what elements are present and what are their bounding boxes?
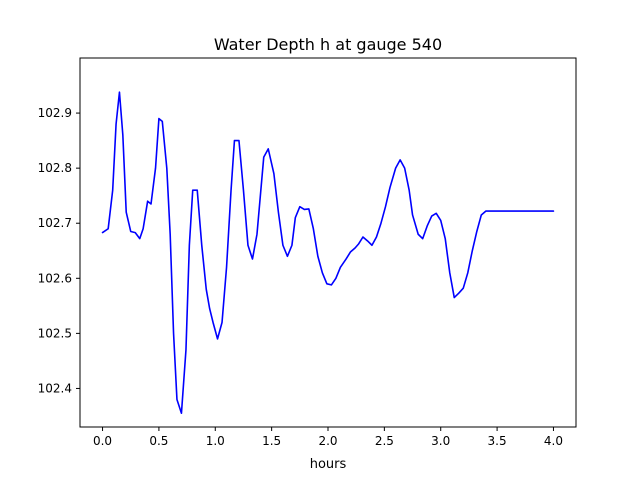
- x-axis-label: hours: [310, 457, 347, 472]
- y-tick-label: 102.7: [38, 216, 72, 230]
- x-tick-label: 2.5: [375, 434, 394, 448]
- x-tick-label: 3.5: [488, 434, 507, 448]
- y-tick-label: 102.9: [38, 106, 72, 120]
- series-line-0: [101, 91, 555, 415]
- y-tick-label: 102.4: [38, 381, 72, 395]
- x-tick-label: 2.0: [318, 434, 337, 448]
- x-tick-label: 1.5: [262, 434, 281, 448]
- x-tick-label: 4.0: [544, 434, 563, 448]
- y-tick-label: 102.8: [38, 161, 72, 175]
- plot-area: [79, 57, 577, 428]
- y-tick-label: 102.6: [38, 271, 72, 285]
- y-tick-label: 102.5: [38, 326, 72, 340]
- x-tick-label: 1.0: [206, 434, 225, 448]
- x-tick-label: 0.0: [93, 434, 112, 448]
- plot-frame: [79, 57, 577, 428]
- chart-title: Water Depth h at gauge 540: [214, 35, 442, 54]
- x-tick-label: 0.5: [149, 434, 168, 448]
- y-axis: 102.4 102.5 102.6 102.7 102.8 102.9: [38, 106, 80, 395]
- x-tick-label: 3.0: [431, 434, 450, 448]
- x-axis: 0.0 0.5 1.0 1.5 2.0 2.5 3.0 3.5 4.0: [93, 427, 563, 448]
